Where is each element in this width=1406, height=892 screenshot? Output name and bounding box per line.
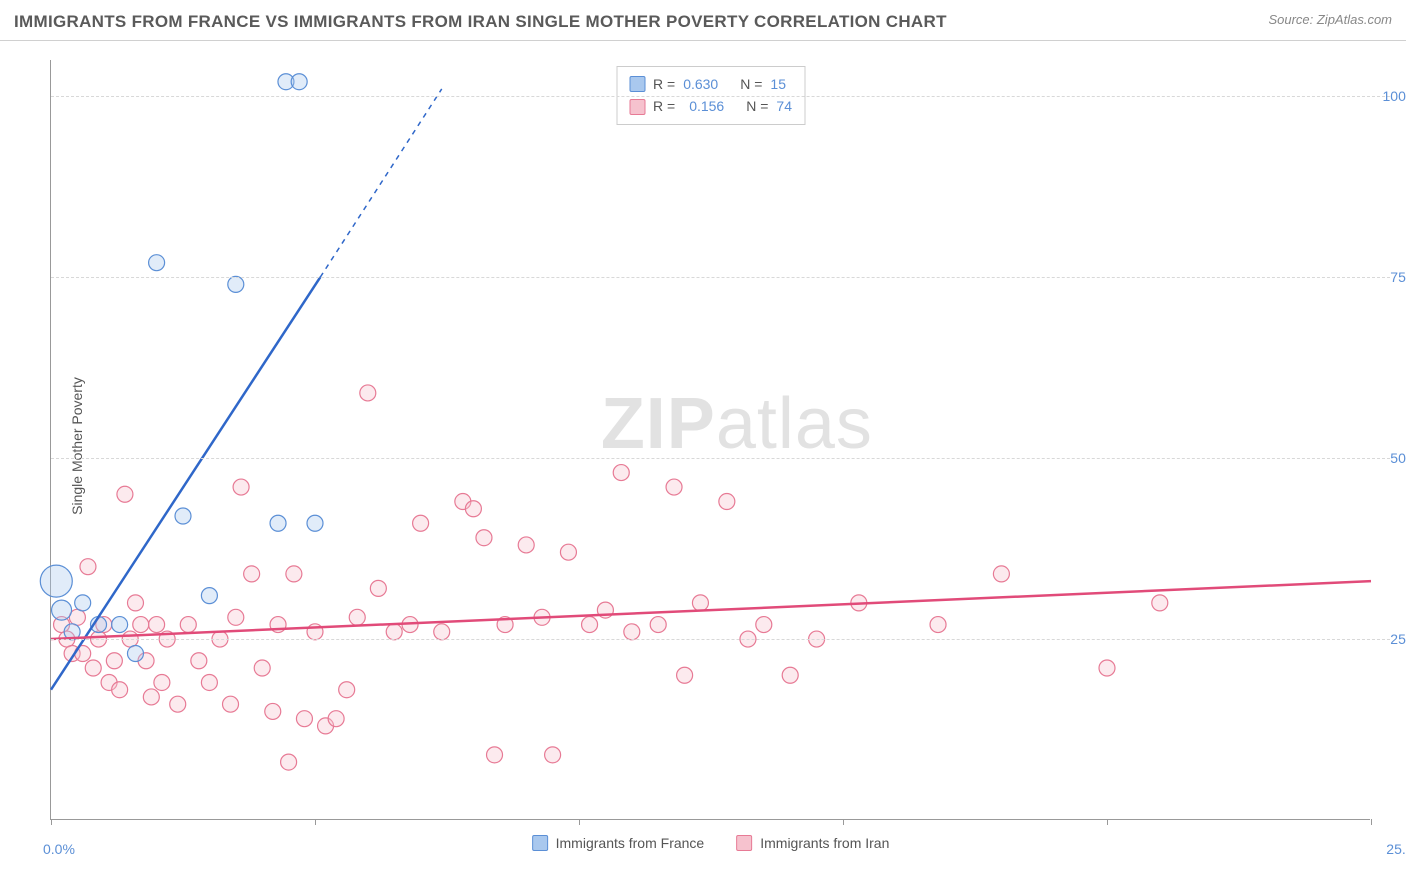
scatter-point	[582, 617, 598, 633]
scatter-point	[692, 595, 708, 611]
y-tick-label: 75.0%	[1390, 269, 1406, 285]
scatter-point	[1152, 595, 1168, 611]
legend-item-france: Immigrants from France	[532, 835, 705, 851]
scatter-point	[75, 595, 91, 611]
series-legend: Immigrants from France Immigrants from I…	[532, 835, 890, 851]
scatter-point	[518, 537, 534, 553]
scatter-point	[244, 566, 260, 582]
legend-label: Immigrants from France	[556, 835, 705, 851]
scatter-point	[201, 674, 217, 690]
scatter-point	[112, 682, 128, 698]
x-tick-label-min: 0.0%	[43, 841, 75, 857]
scatter-point	[782, 667, 798, 683]
x-tick	[51, 819, 52, 825]
scatter-point	[149, 255, 165, 271]
scatter-point	[360, 385, 376, 401]
scatter-point	[52, 600, 72, 620]
x-tick	[1371, 819, 1372, 825]
scatter-point	[296, 711, 312, 727]
scatter-point	[112, 617, 128, 633]
swatch-iran-icon	[736, 835, 752, 851]
scatter-point	[80, 559, 96, 575]
swatch-france-icon	[629, 76, 645, 92]
trend-line	[51, 581, 1371, 639]
scatter-point	[149, 617, 165, 633]
scatter-point	[127, 595, 143, 611]
scatter-point	[133, 617, 149, 633]
trend-line-extrapolated	[320, 89, 441, 277]
scatter-point	[677, 667, 693, 683]
x-tick	[315, 819, 316, 825]
scatter-point	[85, 660, 101, 676]
y-tick-label: 100.0%	[1383, 88, 1406, 104]
x-tick-label-max: 25.0%	[1386, 841, 1406, 857]
plot-area: ZIPatlas R = 0.630 N = 15 R = 0.156 N = …	[50, 60, 1370, 820]
gridline	[51, 458, 1390, 459]
gridline	[51, 639, 1390, 640]
scatter-point	[180, 617, 196, 633]
scatter-point	[1099, 660, 1115, 676]
scatter-point	[307, 515, 323, 531]
y-tick-label: 50.0%	[1390, 450, 1406, 466]
scatter-point	[545, 747, 561, 763]
scatter-point	[201, 588, 217, 604]
scatter-point	[756, 617, 772, 633]
scatter-point	[328, 711, 344, 727]
scatter-point	[666, 479, 682, 495]
scatter-point	[370, 580, 386, 596]
scatter-point	[40, 565, 72, 597]
scatter-point	[228, 276, 244, 292]
chart-title: IMMIGRANTS FROM FRANCE VS IMMIGRANTS FRO…	[14, 12, 947, 32]
chart-source: Source: ZipAtlas.com	[1268, 12, 1392, 27]
scatter-point	[930, 617, 946, 633]
scatter-point	[106, 653, 122, 669]
gridline	[51, 96, 1390, 97]
scatter-point	[127, 646, 143, 662]
scatter-point	[117, 486, 133, 502]
x-tick	[579, 819, 580, 825]
scatter-point	[265, 703, 281, 719]
chart-header: IMMIGRANTS FROM FRANCE VS IMMIGRANTS FRO…	[0, 0, 1406, 41]
scatter-point	[175, 508, 191, 524]
scatter-point	[143, 689, 159, 705]
scatter-point	[624, 624, 640, 640]
scatter-point	[613, 465, 629, 481]
legend-label: Immigrants from Iran	[760, 835, 889, 851]
x-tick	[843, 819, 844, 825]
scatter-point	[339, 682, 355, 698]
scatter-point	[281, 754, 297, 770]
y-tick-label: 25.0%	[1390, 631, 1406, 647]
scatter-point	[228, 609, 244, 625]
scatter-point	[254, 660, 270, 676]
scatter-point	[154, 674, 170, 690]
scatter-point	[434, 624, 450, 640]
scatter-point	[465, 501, 481, 517]
scatter-point	[191, 653, 207, 669]
scatter-point	[487, 747, 503, 763]
scatter-point	[650, 617, 666, 633]
scatter-point	[223, 696, 239, 712]
scatter-point	[270, 515, 286, 531]
scatter-point	[413, 515, 429, 531]
scatter-point	[291, 74, 307, 90]
swatch-iran-icon	[629, 99, 645, 115]
scatter-point	[170, 696, 186, 712]
scatter-point	[476, 530, 492, 546]
gridline	[51, 277, 1390, 278]
scatter-point	[233, 479, 249, 495]
swatch-france-icon	[532, 835, 548, 851]
correlation-row-france: R = 0.630 N = 15	[629, 73, 792, 95]
scatter-point	[719, 494, 735, 510]
scatter-point	[349, 609, 365, 625]
x-tick	[1107, 819, 1108, 825]
scatter-point	[560, 544, 576, 560]
legend-item-iran: Immigrants from Iran	[736, 835, 889, 851]
scatter-chart-svg	[51, 60, 1370, 819]
scatter-point	[993, 566, 1009, 582]
correlation-row-iran: R = 0.156 N = 74	[629, 95, 792, 117]
scatter-point	[286, 566, 302, 582]
scatter-point	[386, 624, 402, 640]
